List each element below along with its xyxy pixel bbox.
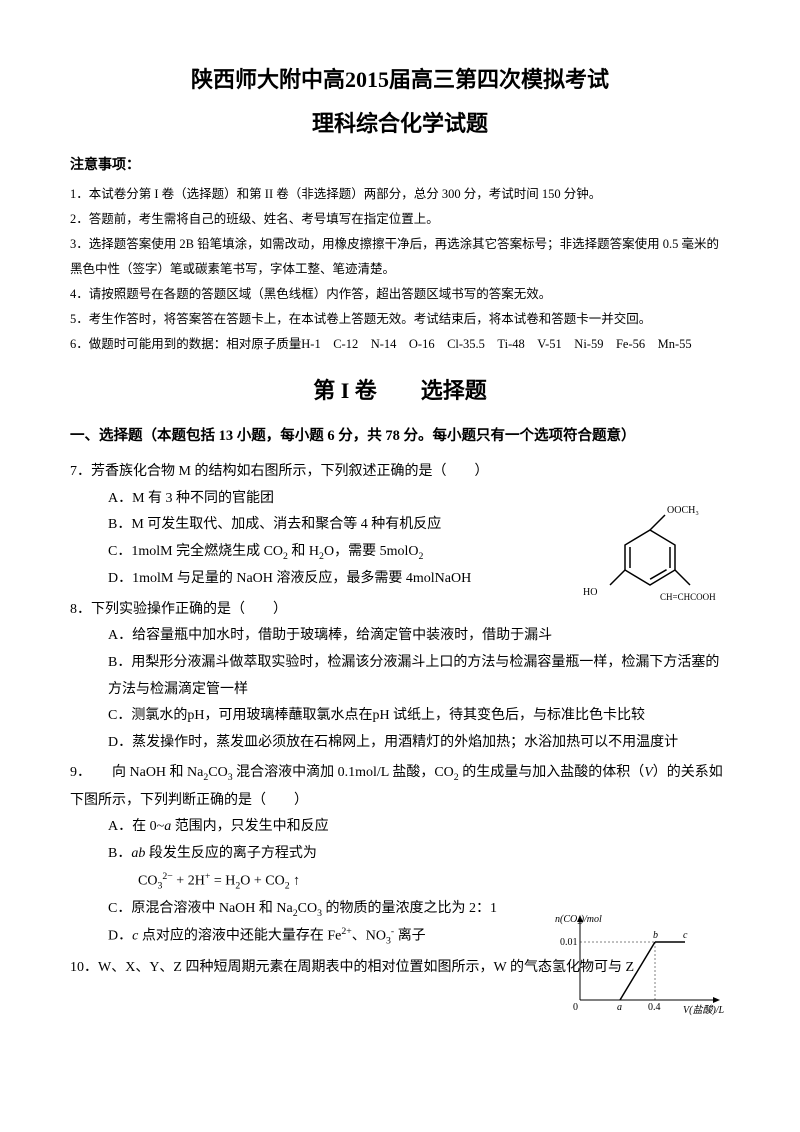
graph-ylabel: n(CO₂)/mol [555, 914, 602, 925]
graph-point-c: c [683, 930, 688, 941]
q7-text: 7．芳香族化合物 M 的结构如右图所示，下列叙述正确的是（ ） [70, 459, 730, 486]
graph-ytick: 0.01 [560, 937, 578, 948]
notice-header: 注意事项： [70, 153, 730, 178]
q8-option-d: D．蒸发操作时，蒸发皿必须放在石棉网上，用酒精灯的外焰加热；水浴加热可以不用温度… [108, 730, 730, 757]
label-ooch: OOCH₃ [667, 505, 699, 516]
section-title: 第 I 卷 选择题 [70, 371, 730, 411]
notice-item-5: 5．考生作答时，将答案答在答题卡上，在本试卷上答题无效。考试结束后，将本试卷和答… [70, 307, 730, 332]
q8-option-a: A．给容量瓶中加水时，借助于玻璃棒，给滴定管中装液时，借助于漏斗 [108, 623, 730, 650]
main-title: 陕西师大附中高2015届高三第四次模拟考试 [70, 60, 730, 100]
graph-xlabel: V(盐酸)/L [683, 1004, 725, 1016]
co2-graph: n(CO₂)/mol V(盐酸)/L 0 0.01 a 0.4 b c [555, 910, 725, 1020]
graph-point-b: b [653, 930, 658, 941]
notice-item-1: 1．本试卷分第 I 卷（选择题）和第 II 卷（非选择题）两部分，总分 300 … [70, 182, 730, 207]
q9-option-a: A．在 0~a 范围内，只发生中和反应 [108, 814, 730, 841]
graph-xtick-04: 0.4 [648, 1002, 661, 1013]
notice-item-2: 2．答题前，考生需将自己的班级、姓名、考号填写在指定位置上。 [70, 207, 730, 232]
q8-option-b: B．用梨形分液漏斗做萃取实验时，检漏该分液漏斗上口的方法与检漏容量瓶一样，检漏下… [108, 650, 730, 703]
label-chchcooh: CH=CHCOOH [660, 592, 716, 602]
graph-xtick-a: a [617, 1002, 622, 1013]
section-subtitle: 一、选择题（本题包括 13 小题，每小题 6 分，共 78 分。每小题只有一个选… [70, 423, 730, 449]
graph-origin: 0 [573, 1002, 578, 1013]
q9-text: 9． 向 NaOH 和 Na2CO3 混合溶液中滴加 0.1mol/L 盐酸，C… [70, 760, 730, 814]
chemical-structure-diagram: OOCH₃ HO CH=CHCOOH [575, 500, 725, 610]
notice-item-4: 4．请按照题号在各题的答题区域（黑色线框）内作答，超出答题区域书写的答案无效。 [70, 282, 730, 307]
notice-item-6: 6．做题时可能用到的数据：相对原子质量H-1 C-12 N-14 O-16 Cl… [70, 332, 730, 357]
question-8: 8．下列实验操作正确的是（ ） A．给容量瓶中加水时，借助于玻璃棒，给滴定管中装… [70, 597, 730, 757]
q8-option-c: C．测氯水的pH，可用玻璃棒蘸取氯水点在pH 试纸上，待其变色后，与标准比色卡比… [108, 703, 730, 730]
label-ho: HO [583, 587, 597, 598]
notice-item-3: 3．选择题答案使用 2B 铅笔填涂，如需改动，用橡皮擦擦干净后，再选涂其它答案标… [70, 232, 730, 282]
sub-title: 理科综合化学试题 [70, 104, 730, 144]
q9-formula: CO32− + 2H+ = H2O + CO2 ↑ [138, 868, 730, 896]
q9-option-b: B．ab 段发生反应的离子方程式为 [108, 841, 730, 868]
